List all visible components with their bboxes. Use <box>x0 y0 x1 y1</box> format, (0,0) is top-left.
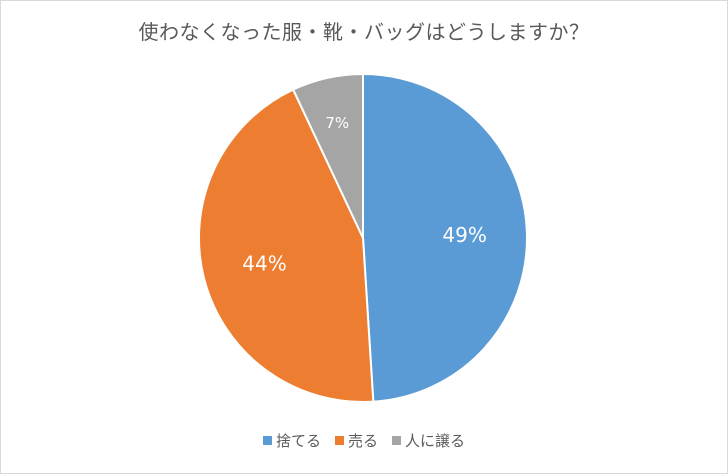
legend-label-discard: 捨てる <box>275 432 321 450</box>
pie-slice-labels: 49% 44% 7% <box>242 114 487 276</box>
legend-item-give-away: 人に譲る <box>392 430 465 451</box>
pie-slices <box>198 73 528 403</box>
pie-slice-give-away <box>292 73 364 239</box>
legend-item-discard: 捨てる <box>262 430 321 451</box>
legend-swatch-sell <box>334 436 344 445</box>
chart-title: 使わなくなった服・靴・バッグはどうしますか？ <box>138 20 590 44</box>
pie-label-sell: 44% <box>242 251 286 275</box>
pie-label-give-away: 7% <box>325 114 349 132</box>
legend-label-give-away: 人に譲る <box>405 432 466 450</box>
pie-slice-discard <box>362 73 528 403</box>
legend-label-sell: 売る <box>347 432 378 450</box>
pie-label-discard: 49% <box>442 223 486 247</box>
legend-item-sell: 売る <box>334 430 378 451</box>
chart-legend: 捨てる 売る 人に譲る <box>0 430 728 451</box>
legend-swatch-give-away <box>392 436 401 445</box>
legend-swatch-discard <box>262 436 272 445</box>
